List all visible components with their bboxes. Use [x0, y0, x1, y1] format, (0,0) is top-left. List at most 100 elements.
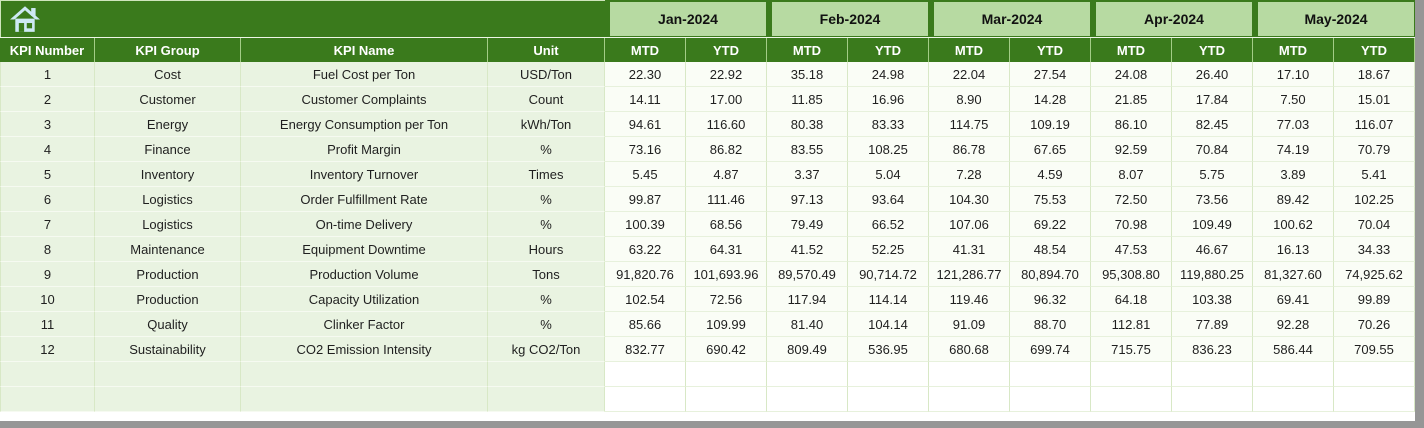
value-cell[interactable]: 24.98: [848, 62, 929, 87]
value-cell[interactable]: 4.59: [1010, 162, 1091, 187]
kpi-group-cell[interactable]: Energy: [95, 112, 241, 137]
value-cell[interactable]: [1253, 362, 1334, 387]
value-cell[interactable]: [767, 362, 848, 387]
column-header-ytd[interactable]: YTD: [1172, 38, 1253, 62]
column-header-ytd[interactable]: YTD: [1334, 38, 1415, 62]
value-cell[interactable]: 17.84: [1172, 87, 1253, 112]
kpi-number-cell[interactable]: 1: [0, 62, 95, 87]
kpi-group-cell[interactable]: Finance: [95, 137, 241, 162]
value-cell[interactable]: 5.75: [1172, 162, 1253, 187]
kpi-number-cell[interactable]: 7: [0, 212, 95, 237]
value-cell[interactable]: 81.40: [767, 312, 848, 337]
kpi-group-cell[interactable]: Customer: [95, 87, 241, 112]
value-cell[interactable]: 48.54: [1010, 237, 1091, 262]
value-cell[interactable]: 68.56: [686, 212, 767, 237]
unit-cell[interactable]: Hours: [488, 237, 605, 262]
value-cell[interactable]: 109.99: [686, 312, 767, 337]
value-cell[interactable]: 26.40: [1172, 62, 1253, 87]
value-cell[interactable]: 94.61: [605, 112, 686, 137]
value-cell[interactable]: 86.10: [1091, 112, 1172, 137]
value-cell[interactable]: 22.92: [686, 62, 767, 87]
unit-cell[interactable]: Tons: [488, 262, 605, 287]
month-header-may-2024[interactable]: May-2024: [1258, 2, 1414, 36]
value-cell[interactable]: 52.25: [848, 237, 929, 262]
month-header-apr-2024[interactable]: Apr-2024: [1096, 2, 1252, 36]
value-cell[interactable]: 114.75: [929, 112, 1010, 137]
value-cell[interactable]: [605, 362, 686, 387]
value-cell[interactable]: 104.30: [929, 187, 1010, 212]
unit-cell[interactable]: %: [488, 212, 605, 237]
month-header-jan-2024[interactable]: Jan-2024: [610, 2, 766, 36]
value-cell[interactable]: 72.50: [1091, 187, 1172, 212]
value-cell[interactable]: [1010, 362, 1091, 387]
unit-cell[interactable]: %: [488, 312, 605, 337]
value-cell[interactable]: 73.16: [605, 137, 686, 162]
value-cell[interactable]: 715.75: [1091, 337, 1172, 362]
column-header-unit[interactable]: Unit: [488, 38, 605, 62]
kpi-number-cell[interactable]: 6: [0, 187, 95, 212]
value-cell[interactable]: 34.33: [1334, 237, 1415, 262]
value-cell[interactable]: 85.66: [605, 312, 686, 337]
unit-cell[interactable]: Count: [488, 87, 605, 112]
value-cell[interactable]: 16.13: [1253, 237, 1334, 262]
kpi-name-cell[interactable]: Energy Consumption per Ton: [241, 112, 488, 137]
column-header-kpi-number[interactable]: KPI Number: [0, 38, 95, 62]
value-cell[interactable]: 121,286.77: [929, 262, 1010, 287]
value-cell[interactable]: 83.55: [767, 137, 848, 162]
month-header-mar-2024[interactable]: Mar-2024: [934, 2, 1090, 36]
unit-cell[interactable]: %: [488, 187, 605, 212]
unit-cell[interactable]: %: [488, 287, 605, 312]
kpi-name-cell[interactable]: Production Volume: [241, 262, 488, 287]
value-cell[interactable]: 69.22: [1010, 212, 1091, 237]
value-cell[interactable]: 72.56: [686, 287, 767, 312]
kpi-name-cell[interactable]: Capacity Utilization: [241, 287, 488, 312]
value-cell[interactable]: 86.78: [929, 137, 1010, 162]
kpi-group-cell[interactable]: Maintenance: [95, 237, 241, 262]
value-cell[interactable]: 27.54: [1010, 62, 1091, 87]
value-cell[interactable]: 116.07: [1334, 112, 1415, 137]
value-cell[interactable]: 5.41: [1334, 162, 1415, 187]
value-cell[interactable]: 536.95: [848, 337, 929, 362]
column-header-ytd[interactable]: YTD: [1010, 38, 1091, 62]
kpi-number-cell[interactable]: 10: [0, 287, 95, 312]
kpi-group-cell[interactable]: Sustainability: [95, 337, 241, 362]
value-cell[interactable]: 80.38: [767, 112, 848, 137]
kpi-name-cell[interactable]: Inventory Turnover: [241, 162, 488, 187]
value-cell[interactable]: 88.70: [1010, 312, 1091, 337]
kpi-name-cell[interactable]: [241, 362, 488, 387]
value-cell[interactable]: 35.18: [767, 62, 848, 87]
value-cell[interactable]: 109.19: [1010, 112, 1091, 137]
value-cell[interactable]: 24.08: [1091, 62, 1172, 87]
value-cell[interactable]: 70.04: [1334, 212, 1415, 237]
value-cell[interactable]: [1172, 362, 1253, 387]
value-cell[interactable]: 14.11: [605, 87, 686, 112]
value-cell[interactable]: 101,693.96: [686, 262, 767, 287]
column-header-mtd[interactable]: MTD: [767, 38, 848, 62]
value-cell[interactable]: 107.06: [929, 212, 1010, 237]
value-cell[interactable]: 79.49: [767, 212, 848, 237]
column-header-kpi-name[interactable]: KPI Name: [241, 38, 488, 62]
value-cell[interactable]: 8.07: [1091, 162, 1172, 187]
value-cell[interactable]: [1091, 362, 1172, 387]
value-cell[interactable]: [1091, 387, 1172, 412]
value-cell[interactable]: 119.46: [929, 287, 1010, 312]
kpi-number-cell[interactable]: 4: [0, 137, 95, 162]
unit-cell[interactable]: [488, 387, 605, 412]
value-cell[interactable]: 77.89: [1172, 312, 1253, 337]
value-cell[interactable]: [686, 387, 767, 412]
value-cell[interactable]: 95,308.80: [1091, 262, 1172, 287]
kpi-number-cell[interactable]: [0, 362, 95, 387]
kpi-number-cell[interactable]: 5: [0, 162, 95, 187]
value-cell[interactable]: 111.46: [686, 187, 767, 212]
value-cell[interactable]: 18.67: [1334, 62, 1415, 87]
value-cell[interactable]: 80,894.70: [1010, 262, 1091, 287]
kpi-group-cell[interactable]: [95, 387, 241, 412]
kpi-group-cell[interactable]: Logistics: [95, 212, 241, 237]
value-cell[interactable]: [1010, 387, 1091, 412]
unit-cell[interactable]: USD/Ton: [488, 62, 605, 87]
value-cell[interactable]: [1253, 387, 1334, 412]
value-cell[interactable]: 809.49: [767, 337, 848, 362]
kpi-number-cell[interactable]: 11: [0, 312, 95, 337]
value-cell[interactable]: 74,925.62: [1334, 262, 1415, 287]
value-cell[interactable]: 70.84: [1172, 137, 1253, 162]
